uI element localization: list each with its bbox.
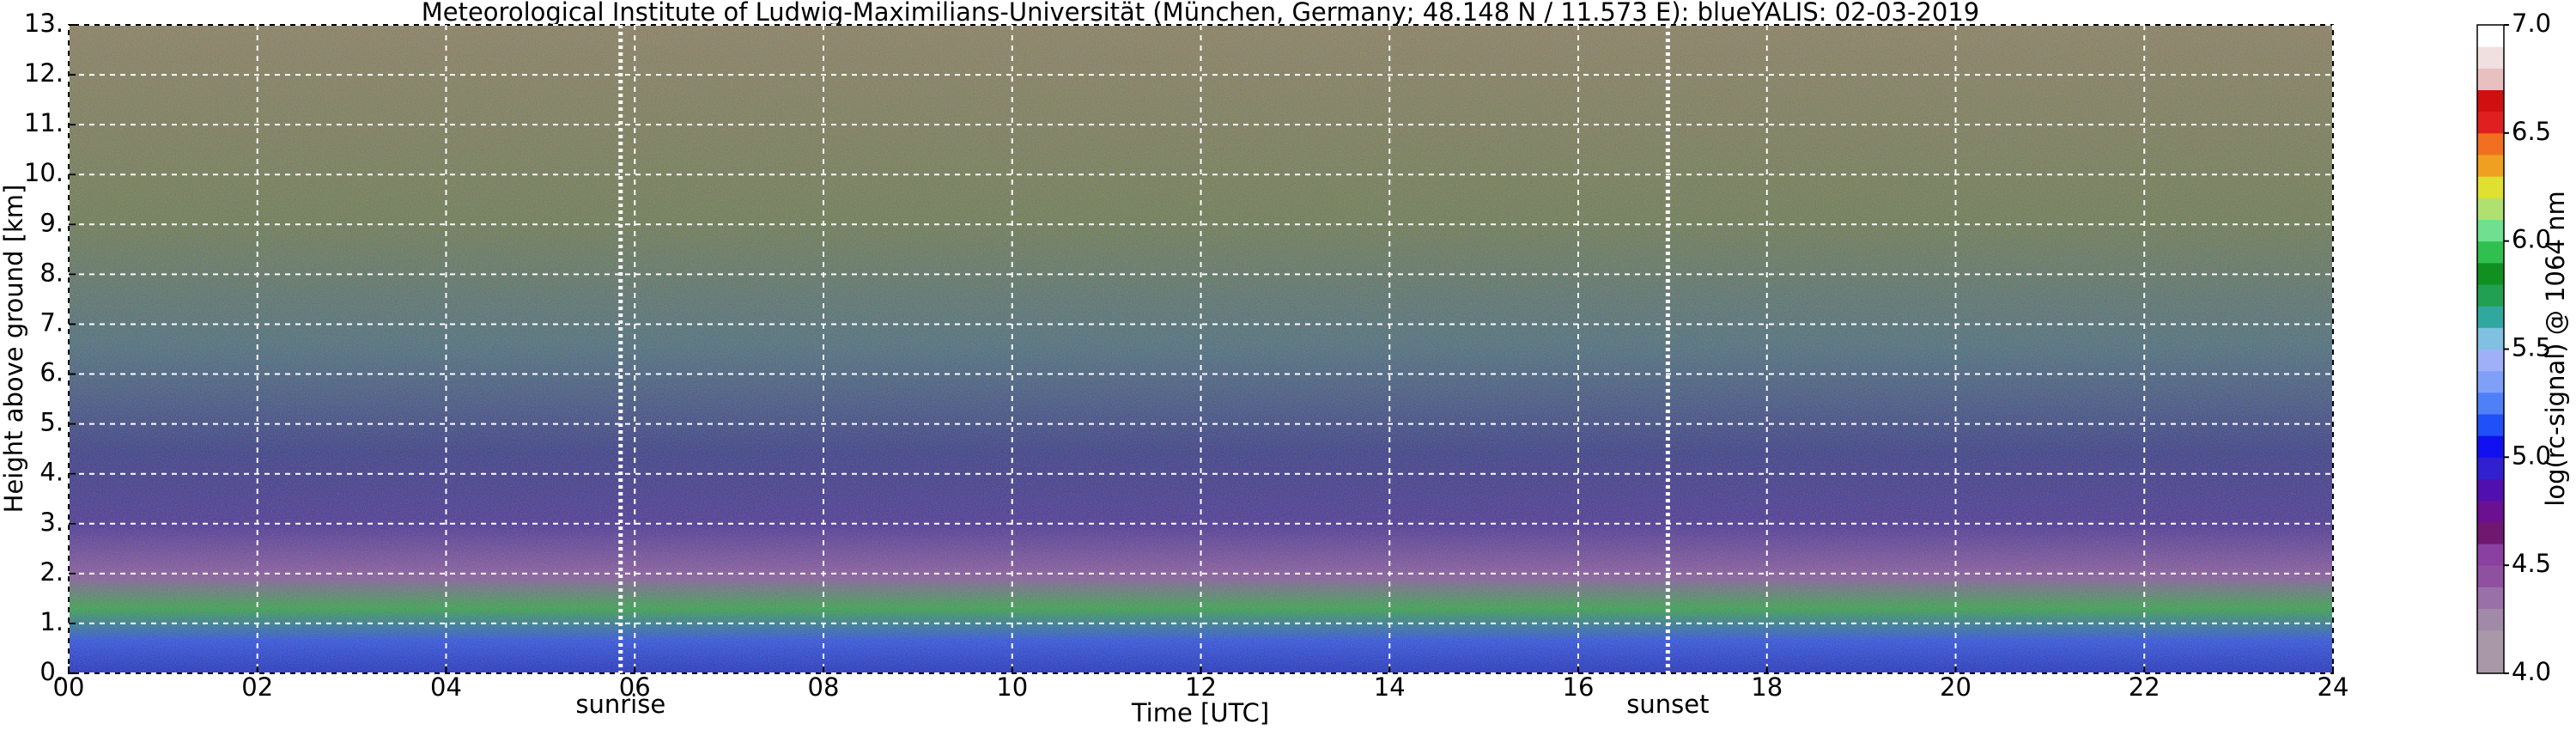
colorbar-segment — [2477, 262, 2504, 285]
y-tick-label: 2. — [39, 557, 64, 587]
colorbar-segment — [2477, 630, 2504, 653]
colorbar-segment — [2477, 155, 2504, 177]
y-tick-label: 3. — [39, 508, 64, 537]
y-tick-label: 7. — [39, 307, 64, 337]
y-axis-label: Height above ground [km] — [0, 185, 28, 514]
y-tick-label: 12. — [24, 58, 64, 88]
x-tick-label: 14 — [1374, 672, 1406, 702]
y-tick-label: 5. — [39, 408, 64, 437]
colorbar-tick-label: 5.0 — [2512, 441, 2551, 470]
colorbar-tick-label: 6.0 — [2512, 225, 2551, 254]
x-tick-label: 06 — [619, 672, 651, 702]
y-tick-label: 13. — [24, 9, 64, 38]
colorbar-segment — [2477, 414, 2504, 436]
colorbar-segment — [2477, 219, 2504, 242]
colorbar-segment — [2477, 544, 2504, 566]
x-tick-label: 04 — [430, 672, 462, 702]
x-tick-label: 10 — [996, 672, 1028, 702]
annotation-label: sunset — [1626, 690, 1709, 719]
colorbar-segment — [2477, 132, 2504, 155]
x-tick-label: 16 — [1563, 672, 1595, 702]
y-tick-label: 0. — [39, 657, 64, 686]
colorbar-segment — [2477, 478, 2504, 502]
y-tick-label: 4. — [39, 458, 64, 487]
colorbar-segment — [2477, 284, 2504, 307]
colorbar-segment — [2477, 565, 2504, 587]
colorbar-segment — [2477, 651, 2504, 674]
colorbar-segment — [2477, 25, 2504, 47]
x-tick-label: 20 — [1940, 672, 1971, 702]
x-tick-label: 22 — [2129, 672, 2160, 702]
colorbar-segment — [2477, 89, 2504, 113]
colorbar-segment — [2477, 370, 2504, 393]
colorbar-tick-label: 5.5 — [2512, 333, 2551, 362]
colorbar-segment — [2477, 608, 2504, 631]
chart-title: Meteorological Institute of Ludwig-Maxim… — [422, 0, 1980, 27]
x-tick-label: 12 — [1185, 672, 1217, 702]
colorbar-label: log(rc-signal) @ 1064 nm — [2541, 191, 2570, 506]
colorbar-segment — [2477, 198, 2504, 220]
colorbar-segment — [2477, 349, 2504, 372]
colorbar-segment — [2477, 240, 2504, 264]
annotation-label: sunrise — [575, 690, 665, 719]
colorbar-segment — [2477, 176, 2504, 198]
x-tick-label: 00 — [53, 672, 85, 702]
y-tick-label: 11. — [24, 108, 64, 137]
y-tick-label: 1. — [39, 607, 64, 636]
colorbar-segment — [2477, 46, 2504, 69]
colorbar-segment — [2477, 327, 2504, 350]
y-tick-label: 9. — [39, 208, 64, 237]
colorbar-segment — [2477, 587, 2504, 609]
colorbar-segment — [2477, 68, 2504, 90]
x-tick-label: 24 — [2318, 672, 2349, 702]
x-tick-label: 18 — [1751, 672, 1783, 702]
colorbar-tick-label: 7.0 — [2512, 9, 2551, 38]
x-tick-label: 08 — [808, 672, 840, 702]
x-axis-label: Time [UTC] — [1131, 698, 1269, 727]
colorbar-segment — [2477, 521, 2504, 544]
y-tick-label: 10. — [24, 158, 64, 187]
x-tick-label: 02 — [241, 672, 273, 702]
colorbar-segment — [2477, 306, 2504, 328]
colorbar-tick-label: 4.0 — [2512, 657, 2551, 686]
colorbar-tick-label: 6.5 — [2512, 117, 2551, 146]
colorbar-segment — [2477, 111, 2504, 134]
colorbar-tick-label: 4.5 — [2512, 549, 2551, 578]
y-tick-label: 8. — [39, 258, 64, 287]
colorbar-segment — [2477, 392, 2504, 415]
colorbar-segment — [2477, 500, 2504, 523]
y-tick-label: 6. — [39, 358, 64, 387]
colorbar-segment — [2477, 435, 2504, 458]
colorbar-segment — [2477, 457, 2504, 479]
